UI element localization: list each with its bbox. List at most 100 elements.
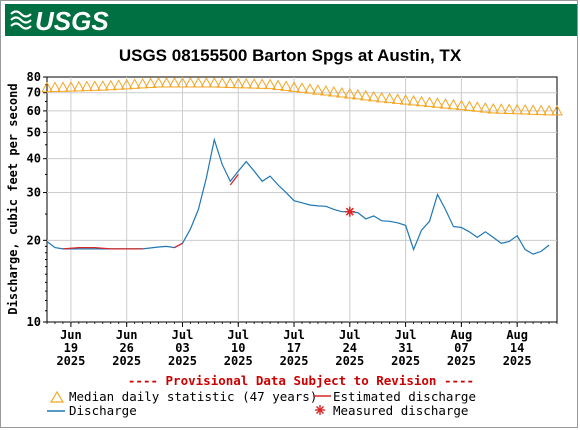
median-marker-31: [288, 81, 300, 92]
x-tick-label-2025-08-14-1: 14: [510, 341, 524, 355]
median-marker-56: [487, 102, 500, 114]
x-tick-label-2025-06-19-0: Jun: [60, 328, 82, 342]
median-marker-63: [543, 104, 555, 116]
median-marker-2: [57, 81, 69, 92]
median-marker-18: [184, 77, 197, 88]
y-tick-label-50: 50: [27, 125, 41, 139]
median-marker-57: [495, 103, 508, 114]
legend-discharge-label: Discharge: [69, 403, 137, 418]
median-marker-27: [256, 78, 269, 89]
median-marker-9: [112, 79, 125, 90]
median-marker-64: [551, 104, 563, 116]
median-marker-41: [367, 90, 380, 102]
median-marker-1: [49, 81, 61, 93]
median-marker-40: [359, 89, 372, 101]
legend-item-discharge: Discharge: [47, 403, 137, 418]
x-tick-label-2025-08-14-0: Aug: [506, 328, 528, 342]
measured-series: [344, 206, 355, 217]
median-marker-6: [88, 80, 101, 91]
median-marker-15: [160, 77, 173, 88]
legend-measured-asterisk-icon: [315, 405, 325, 415]
y-axis-label: Discharge, cubic feet per second: [6, 83, 20, 314]
y-tick-label-80: 80: [27, 70, 41, 84]
median-marker-0: [41, 81, 53, 93]
y-axis-ticks: 10 20 30 40 50 60 70 80: [27, 70, 47, 329]
median-marker-12: [136, 77, 149, 89]
x-tick-label-2025-06-26-1: 26: [119, 341, 133, 355]
discharge-series-line: [46, 137, 550, 255]
median-marker-3: [65, 81, 77, 92]
median-marker-33: [304, 83, 316, 94]
x-tick-label-2025-06-26-2: 2025: [112, 354, 141, 368]
x-tick-label-2025-07-31-1: 31: [398, 341, 412, 355]
y-tick-label-60: 60: [27, 104, 41, 118]
usgs-banner: USGS: [5, 4, 577, 36]
x-tick-label-2025-06-19-2: 2025: [56, 354, 85, 368]
x-tick-label-2025-06-19-1: 19: [64, 341, 78, 355]
median-marker-54: [471, 101, 484, 112]
median-marker-53: [463, 100, 476, 111]
x-tick-label-2025-07-24-2: 2025: [335, 354, 364, 368]
median-marker-7: [96, 80, 109, 91]
median-marker-44: [391, 93, 404, 104]
median-marker-58: [503, 103, 516, 115]
provisional-note: ---- Provisional Data Subject to Revisio…: [128, 373, 474, 388]
y-tick-label-40: 40: [27, 152, 41, 166]
usgs-logo-text: USGS: [35, 6, 109, 36]
legend-item-median: Median daily statistic (47 years): [49, 389, 317, 404]
measured-marker-0: [344, 206, 355, 217]
median-marker-35: [320, 85, 332, 96]
estimated-series: [62, 174, 239, 250]
median-marker-55: [479, 102, 492, 113]
median-marker-10: [120, 78, 133, 90]
median-marker-52: [455, 99, 468, 111]
median-marker-17: [176, 77, 189, 88]
x-tick-label-2025-07-17-1: 17: [287, 341, 301, 355]
median-marker-36: [328, 85, 340, 97]
estimated-segment-1: [174, 242, 183, 249]
legend-median-triangle-icon: [49, 390, 65, 403]
median-marker-22: [216, 77, 229, 88]
legend-item-measured: Measured discharge: [315, 403, 468, 418]
median-marker-32: [296, 82, 308, 93]
median-marker-39: [351, 88, 364, 100]
x-tick-label-2025-08-14-2: 2025: [503, 354, 532, 368]
x-tick-label-2025-08-07-2: 2025: [447, 354, 476, 368]
x-tick-label-2025-07-17-2: 2025: [280, 354, 309, 368]
plot-area: [46, 76, 558, 323]
median-marker-60: [519, 104, 531, 115]
legend-item-estimated: Estimated discharge: [313, 389, 476, 404]
x-tick-label-2025-07-10-2: 2025: [224, 354, 253, 368]
legend: Median daily statistic (47 years) Estima…: [47, 389, 476, 418]
x-tick-label-2025-07-10-1: 10: [231, 341, 245, 355]
median-marker-47: [415, 95, 428, 107]
median-marker-49: [431, 97, 444, 108]
y-tick-label-10: 10: [27, 315, 41, 329]
x-tick-label-2025-07-17-0: Jul: [283, 328, 305, 342]
median-marker-16: [168, 77, 181, 88]
legend-estimated-label: Estimated discharge: [333, 389, 476, 404]
median-marker-21: [208, 77, 221, 88]
legend-measured-label: Measured discharge: [333, 403, 468, 418]
median-marker-20: [200, 77, 213, 88]
median-marker-46: [407, 94, 420, 106]
usgs-logo-wave-icon: [10, 10, 32, 30]
median-marker-62: [535, 104, 547, 116]
median-marker-43: [383, 92, 396, 104]
x-axis-ticks: Jun192025Jun262025Jul032025Jul102025Jul1…: [46, 322, 558, 368]
x-gridlines: [70, 77, 518, 322]
median-marker-59: [511, 103, 524, 115]
median-marker-11: [128, 78, 141, 89]
y-tick-label-20: 20: [27, 233, 41, 247]
median-series: [41, 77, 563, 116]
median-marker-37: [335, 86, 348, 98]
median-marker-8: [104, 79, 117, 91]
median-marker-28: [264, 78, 276, 90]
median-marker-42: [375, 91, 388, 103]
median-marker-48: [423, 96, 436, 108]
banner-background: [5, 4, 577, 36]
x-tick-label-2025-07-03-2: 2025: [168, 354, 197, 368]
chart-title: USGS 08155500 Barton Spgs at Austin, TX: [119, 46, 462, 65]
legend-median-label: Median daily statistic (47 years): [69, 389, 317, 404]
